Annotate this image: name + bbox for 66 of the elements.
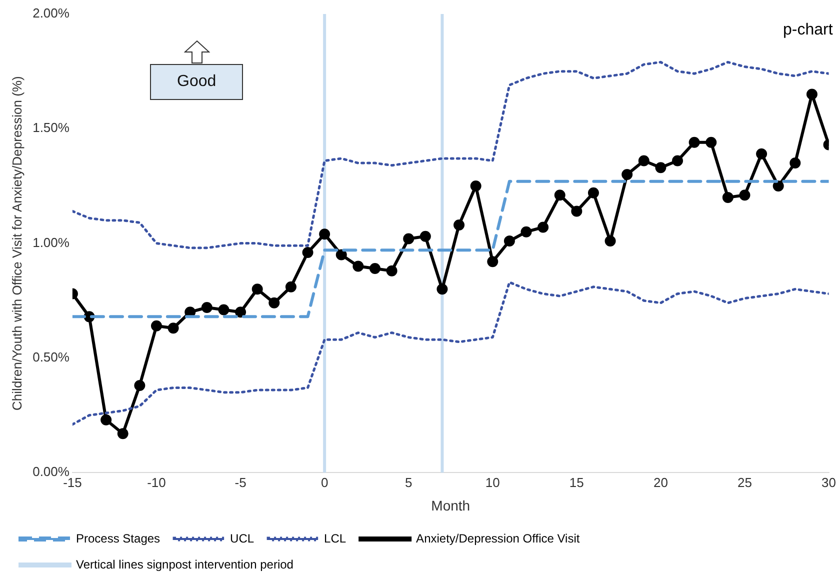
point xyxy=(706,136,717,148)
legend-label: Vertical lines signpost intervention period xyxy=(76,557,294,572)
point xyxy=(302,246,314,258)
point xyxy=(672,155,684,166)
line-series xyxy=(72,281,829,426)
point xyxy=(655,162,666,174)
point xyxy=(756,148,768,160)
point xyxy=(134,380,146,391)
y-axis-title: Children/Youth with Office Visit for Anxiety/Depression (%) xyxy=(9,76,24,410)
x-tick-label: 5 xyxy=(404,474,412,490)
point xyxy=(268,297,280,308)
legend-label: UCL xyxy=(230,531,254,546)
label-box: Good xyxy=(150,64,244,100)
legend-label: Anxiety/Depression Office Visit xyxy=(416,531,580,546)
x-tick-label: -5 xyxy=(234,474,246,490)
point xyxy=(739,190,750,201)
point xyxy=(571,206,582,217)
point xyxy=(117,428,128,440)
point xyxy=(790,158,801,169)
point xyxy=(588,187,599,198)
point xyxy=(235,306,246,318)
x-tick-label: 15 xyxy=(569,474,584,490)
x-axis-title: Month xyxy=(431,497,470,514)
point xyxy=(285,281,296,292)
x-tick-label: 0 xyxy=(320,474,328,490)
x-tick-label: 10 xyxy=(485,474,500,490)
point xyxy=(352,260,364,272)
y-tick-label: 1.00% xyxy=(32,234,70,250)
point xyxy=(436,284,448,295)
legend-label: Process Stages xyxy=(76,531,160,546)
point xyxy=(622,169,633,180)
y-tick-label: 2.00% xyxy=(32,6,70,21)
point xyxy=(688,136,700,148)
point xyxy=(520,226,532,238)
y-tick-label: 0.50% xyxy=(32,350,70,365)
point xyxy=(336,249,347,260)
point xyxy=(252,284,263,295)
point xyxy=(369,263,380,274)
point xyxy=(504,236,515,247)
legend-label: LCL xyxy=(324,531,346,546)
point xyxy=(403,233,414,244)
point xyxy=(638,155,650,166)
point xyxy=(168,322,179,334)
x-tick-label: 25 xyxy=(738,474,752,490)
point xyxy=(470,180,482,192)
point xyxy=(100,414,112,426)
point xyxy=(554,190,566,201)
point xyxy=(454,219,465,230)
line-series xyxy=(72,60,829,250)
annotation: p-chart xyxy=(782,21,834,38)
x-tick-label: 20 xyxy=(653,474,668,490)
x-tick-label: -10 xyxy=(147,474,166,490)
point xyxy=(487,256,498,268)
point xyxy=(722,192,734,203)
y-tick-label: 1.50% xyxy=(32,120,70,136)
point xyxy=(386,265,398,276)
point xyxy=(420,230,431,242)
x-tick-label: 30 xyxy=(822,474,836,490)
point xyxy=(201,302,212,314)
point xyxy=(150,320,162,332)
point xyxy=(806,88,818,100)
point xyxy=(604,236,616,247)
point xyxy=(772,180,784,192)
point xyxy=(538,222,549,233)
point xyxy=(218,304,230,316)
point xyxy=(319,228,330,240)
